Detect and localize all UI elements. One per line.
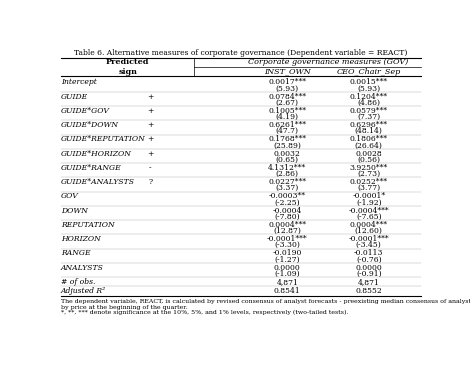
Text: 0.1768***: 0.1768*** <box>268 135 306 143</box>
Text: Corporate governance measures (GOV): Corporate governance measures (GOV) <box>248 58 408 66</box>
Text: 0.8541: 0.8541 <box>274 287 301 295</box>
Text: (-0.76): (-0.76) <box>356 256 382 264</box>
Text: DOWN: DOWN <box>61 207 88 215</box>
Text: GUIDE: GUIDE <box>61 93 88 101</box>
Text: +: + <box>147 93 153 101</box>
Text: (4.86): (4.86) <box>357 99 380 107</box>
Text: -0.0001***: -0.0001*** <box>267 235 308 243</box>
Text: 0.0000: 0.0000 <box>355 264 382 271</box>
Text: (12.87): (12.87) <box>274 227 301 235</box>
Text: 0.0028: 0.0028 <box>355 150 382 158</box>
Text: 0.8552: 0.8552 <box>355 287 382 295</box>
Text: GUIDE*REPUTATION: GUIDE*REPUTATION <box>61 135 146 143</box>
Text: INST_OWN: INST_OWN <box>264 67 311 75</box>
Text: (3.37): (3.37) <box>276 184 299 192</box>
Text: 0.0032: 0.0032 <box>274 150 301 158</box>
Text: Adjusted R²: Adjusted R² <box>61 287 106 295</box>
Text: -0.0004***: -0.0004*** <box>348 207 389 215</box>
Text: 0.0004***: 0.0004*** <box>350 221 388 229</box>
Text: (-7.80): (-7.80) <box>274 213 300 221</box>
Text: Table 6. Alternative measures of corporate governance (Dependent variable = REAC: Table 6. Alternative measures of corpora… <box>74 49 407 57</box>
Text: (-3.30): (-3.30) <box>274 241 300 249</box>
Text: 0.0252***: 0.0252*** <box>350 178 388 186</box>
Text: 4,871: 4,871 <box>276 278 298 286</box>
Text: 4,871: 4,871 <box>358 278 380 286</box>
Text: *, **, *** denote significance at the 10%, 5%, and 1% levels, respectively (two-: *, **, *** denote significance at the 10… <box>61 310 349 316</box>
Text: (-0.91): (-0.91) <box>356 270 382 278</box>
Text: # of obs.: # of obs. <box>61 278 95 286</box>
Text: 0.0015***: 0.0015*** <box>350 78 388 86</box>
Text: -0.0113: -0.0113 <box>354 249 384 257</box>
Text: (-2.25): (-2.25) <box>274 198 300 207</box>
Text: (0.56): (0.56) <box>357 156 380 164</box>
Text: 0.1005***: 0.1005*** <box>268 107 306 115</box>
Text: GUIDE*DOWN: GUIDE*DOWN <box>61 121 119 129</box>
Text: GUIDE*GOV: GUIDE*GOV <box>61 107 110 115</box>
Text: 0.0004***: 0.0004*** <box>268 221 306 229</box>
Text: +: + <box>147 150 153 158</box>
Text: 0.0579***: 0.0579*** <box>350 107 388 115</box>
Text: Intercept: Intercept <box>61 78 97 86</box>
Text: (48.14): (48.14) <box>355 127 383 135</box>
Text: RANGE: RANGE <box>61 249 91 257</box>
Text: (-3.45): (-3.45) <box>356 241 382 249</box>
Text: 4.1312***: 4.1312*** <box>268 164 306 172</box>
Text: +: + <box>147 121 153 129</box>
Text: (3.77): (3.77) <box>357 184 380 192</box>
Text: (2.73): (2.73) <box>357 170 380 178</box>
Text: (0.65): (0.65) <box>276 156 299 164</box>
Text: (-7.65): (-7.65) <box>356 213 382 221</box>
Text: -0.0004: -0.0004 <box>273 207 302 215</box>
Text: 0.6296***: 0.6296*** <box>350 121 388 129</box>
Text: 0.1806***: 0.1806*** <box>350 135 388 143</box>
Text: (-1.27): (-1.27) <box>274 256 300 264</box>
Text: REPUTATION: REPUTATION <box>61 221 115 229</box>
Text: -: - <box>149 164 151 172</box>
Text: GUIDE*RANGE: GUIDE*RANGE <box>61 164 122 172</box>
Text: Predicted
sign: Predicted sign <box>106 58 149 75</box>
Text: -0.0001*: -0.0001* <box>352 192 385 200</box>
Text: The dependent variable, REACT, is calculated by revised consensus of analyst for: The dependent variable, REACT, is calcul… <box>61 299 470 304</box>
Text: ?: ? <box>148 178 152 186</box>
Text: (12.60): (12.60) <box>355 227 383 235</box>
Text: ANALYSTS: ANALYSTS <box>61 264 104 271</box>
Text: 0.0000: 0.0000 <box>274 264 301 271</box>
Text: by price at the beginning of the quarter.: by price at the beginning of the quarter… <box>61 305 188 310</box>
Text: 0.0227***: 0.0227*** <box>268 178 306 186</box>
Text: -0.0190: -0.0190 <box>273 249 302 257</box>
Text: 3.9250***: 3.9250*** <box>350 164 388 172</box>
Text: (5.93): (5.93) <box>276 84 299 92</box>
Text: GUIDE*HORIZON: GUIDE*HORIZON <box>61 150 132 158</box>
Text: 0.0017***: 0.0017*** <box>268 78 306 86</box>
Text: (7.37): (7.37) <box>357 113 380 121</box>
Text: GUIDE*ANALYSTS: GUIDE*ANALYSTS <box>61 178 135 186</box>
Text: -0.0003**: -0.0003** <box>269 192 306 200</box>
Text: HORIZON: HORIZON <box>61 235 101 243</box>
Text: 0.1204***: 0.1204*** <box>350 93 388 101</box>
Text: (-1.92): (-1.92) <box>356 198 382 207</box>
Text: (25.89): (25.89) <box>274 141 301 150</box>
Text: (4.19): (4.19) <box>276 113 299 121</box>
Text: -0.0001***: -0.0001*** <box>348 235 389 243</box>
Text: +: + <box>147 135 153 143</box>
Text: +: + <box>147 107 153 115</box>
Text: GOV: GOV <box>61 192 79 200</box>
Text: (26.64): (26.64) <box>355 141 383 150</box>
Text: (-1.09): (-1.09) <box>274 270 300 278</box>
Text: 0.0784***: 0.0784*** <box>268 93 306 101</box>
Text: (47.7): (47.7) <box>276 127 299 135</box>
Text: 0.6261***: 0.6261*** <box>268 121 306 129</box>
Text: (2.86): (2.86) <box>276 170 299 178</box>
Text: CEO_Chair_Sep: CEO_Chair_Sep <box>337 67 401 75</box>
Text: (5.93): (5.93) <box>357 84 380 92</box>
Text: (2.67): (2.67) <box>276 99 299 107</box>
